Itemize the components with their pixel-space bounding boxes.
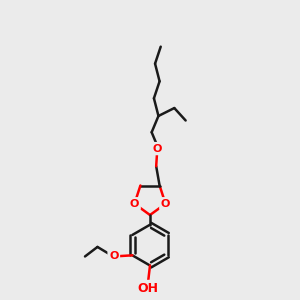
Text: OH: OH xyxy=(137,282,158,295)
Text: O: O xyxy=(161,199,170,209)
Text: O: O xyxy=(130,199,139,209)
Text: O: O xyxy=(153,144,162,154)
Text: O: O xyxy=(109,251,119,262)
